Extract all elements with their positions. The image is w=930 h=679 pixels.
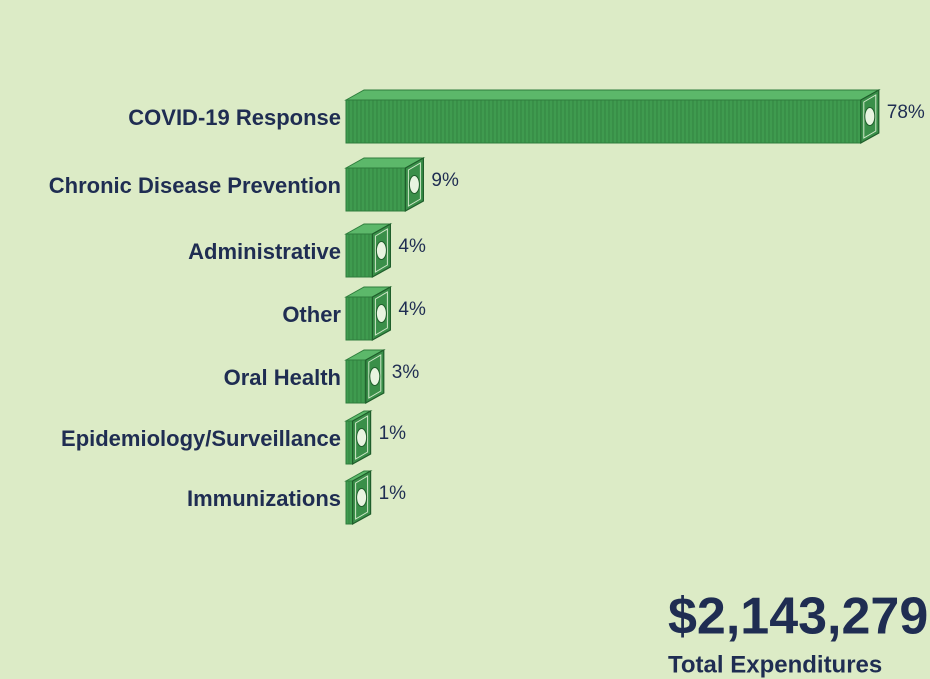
category-label: Other <box>282 302 341 327</box>
bill-seal <box>356 428 368 447</box>
bar-group: 3% Oral Health <box>224 348 420 405</box>
category-label: Chronic Disease Prevention <box>49 173 341 198</box>
bar-group: 4% Administrative <box>188 222 426 279</box>
bill-border <box>374 228 388 273</box>
value-label: 3% <box>392 362 420 383</box>
bill-border <box>407 162 421 207</box>
total-label: Total Expenditures <box>668 651 882 678</box>
bar-texture <box>346 234 373 277</box>
bill-seal <box>408 175 420 194</box>
bill-seal <box>375 241 387 260</box>
bill-border <box>355 415 369 460</box>
value-label: 1% <box>379 483 407 504</box>
bar-texture <box>346 168 406 211</box>
value-label: 78% <box>887 102 925 123</box>
bill-border <box>374 291 388 336</box>
bar-group: 78% COVID-19 Response <box>128 88 925 145</box>
bill-border <box>863 94 877 139</box>
bar-texture <box>346 360 366 403</box>
bill-seal <box>864 107 876 126</box>
bar-group: 1% Immunizations <box>187 469 407 526</box>
category-label: Epidemiology/Surveillance <box>61 426 341 451</box>
bill-seal <box>375 304 387 323</box>
bar-texture <box>346 297 373 340</box>
bill-border <box>368 354 382 399</box>
bill-seal <box>369 367 381 386</box>
value-label: 4% <box>398 299 426 320</box>
category-label: Immunizations <box>187 486 341 511</box>
bar-group: 9% Chronic Disease Prevention <box>49 156 459 213</box>
bill-seal <box>356 488 368 507</box>
category-label: Administrative <box>188 239 341 264</box>
category-label: Oral Health <box>224 365 341 390</box>
bar-group: 1% Epidemiology/Surveillance <box>61 409 407 466</box>
value-label: 9% <box>431 170 459 191</box>
bar-group: 4% Other <box>282 285 426 342</box>
total-amount: $2,143,279 <box>668 588 928 646</box>
category-label: COVID-19 Response <box>128 105 341 130</box>
bar-top <box>344 89 881 101</box>
bar-texture <box>346 100 861 143</box>
value-label: 4% <box>398 236 426 257</box>
bar-texture <box>346 481 353 524</box>
bar-texture <box>346 421 353 464</box>
value-label: 1% <box>379 423 407 444</box>
bill-border <box>355 475 369 520</box>
